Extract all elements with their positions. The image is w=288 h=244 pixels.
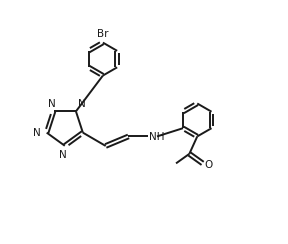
Text: N: N [77, 99, 85, 109]
Text: N: N [59, 150, 67, 160]
Text: N: N [33, 128, 41, 138]
Text: NH: NH [149, 132, 165, 142]
Text: O: O [204, 160, 213, 170]
Text: Br: Br [97, 29, 109, 39]
Text: N: N [48, 99, 56, 109]
